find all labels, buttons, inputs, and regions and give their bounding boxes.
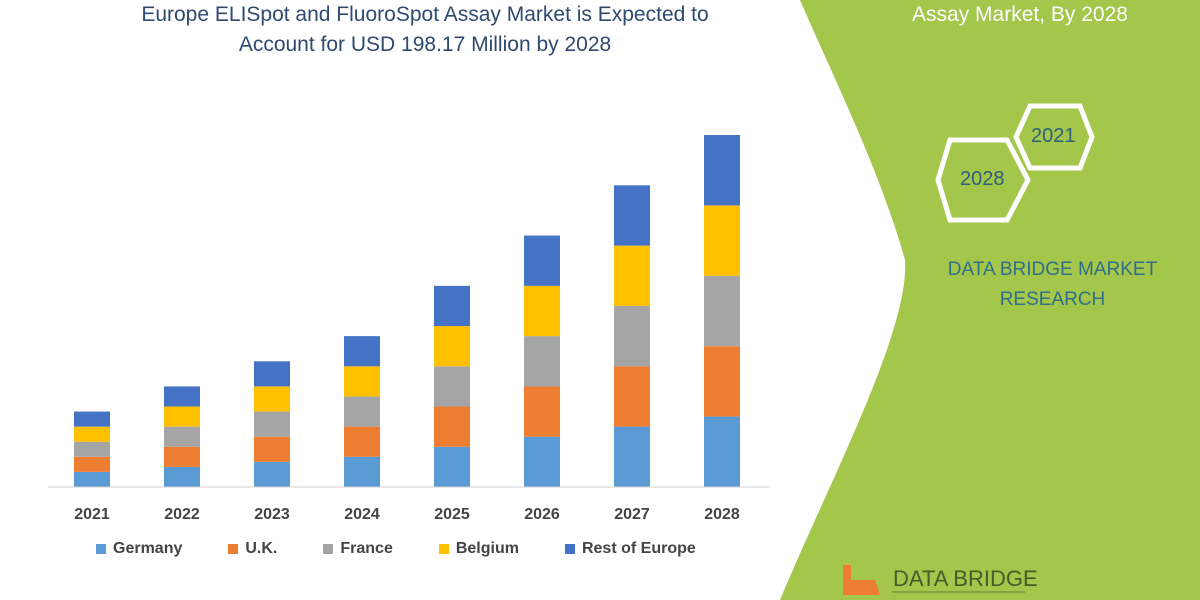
logo-text: DATA BRIDGE <box>893 566 1038 591</box>
legend-item: Germany <box>96 540 182 558</box>
bar-2025-rest-of-europe <box>434 285 470 327</box>
bar-2021-u-k- <box>74 456 110 472</box>
x-tick-label: 2022 <box>164 506 200 523</box>
bar-2021-belgium <box>74 426 110 442</box>
x-tick-label: 2025 <box>434 506 470 523</box>
bar-2026-belgium <box>524 285 560 337</box>
bar-2022-france <box>164 426 200 447</box>
bar-2024-belgium <box>344 366 380 397</box>
bar-2025-france <box>434 366 470 407</box>
bar-2022-u-k- <box>164 446 200 467</box>
bar-2025-u-k- <box>434 406 470 447</box>
brand-line-2: RESEARCH <box>999 289 1106 310</box>
bar-2023-france <box>254 411 290 437</box>
x-tick-label: 2021 <box>74 506 110 523</box>
legend-swatch <box>564 544 575 554</box>
legend-label: Belgium <box>455 540 519 557</box>
legend-swatch <box>438 544 449 554</box>
bar-2021-france <box>74 441 110 457</box>
bar-2026-rest-of-europe <box>524 235 560 286</box>
bar-2028-u-k- <box>704 346 740 417</box>
bar-2022-germany <box>164 466 200 487</box>
legend-swatch <box>323 544 334 554</box>
bar-2022-rest-of-europe <box>164 386 200 407</box>
bar-2028-rest-of-europe <box>704 135 740 206</box>
brand-text: DATA BRIDGE MARKET RESEARCH <box>925 255 1180 315</box>
logo-icon <box>843 565 880 595</box>
bar-2027-belgium <box>614 245 650 306</box>
bar-2022-belgium <box>164 406 200 427</box>
bar-2028-belgium <box>704 205 740 276</box>
brand-line-1: DATA BRIDGE MARKET <box>947 259 1158 280</box>
hex-label-2028: 2028 <box>960 168 1005 190</box>
legend-label: U.K. <box>245 540 278 557</box>
legend-item: Belgium <box>438 540 519 558</box>
hexagon-2028 <box>935 137 1031 223</box>
right-title: Assay Market, By 2028 <box>912 3 1128 26</box>
hexagon-2021 <box>1013 103 1095 171</box>
x-tick-label: 2024 <box>344 506 380 523</box>
title-line-1: Europe ELISpot and FluoroSpot Assay Mark… <box>141 3 709 26</box>
bar-2026-u-k- <box>524 386 560 437</box>
bar-2025-germany <box>434 446 470 487</box>
bar-2026-germany <box>524 436 560 487</box>
legend-label: France <box>340 540 393 557</box>
bar-2027-u-k- <box>614 366 650 427</box>
bar-2027-rest-of-europe <box>614 185 650 246</box>
legend-label: Rest of Europe <box>581 540 696 557</box>
bar-2026-france <box>524 336 560 387</box>
bar-2023-rest-of-europe <box>254 361 290 387</box>
bar-2025-belgium <box>434 326 470 367</box>
legend-item: U.K. <box>228 540 277 558</box>
bar-2023-belgium <box>254 386 290 412</box>
bar-2023-germany <box>254 461 290 487</box>
title-line-2: Account for USD 198.17 Million by 2028 <box>238 33 612 56</box>
x-tick-label: 2028 <box>704 506 740 523</box>
bar-chart: 2021 2022 2023 2024 2025 2026 2027 2028 <box>48 135 770 523</box>
bar-2021-germany <box>74 471 110 487</box>
hex-label-2021: 2021 <box>1031 125 1076 147</box>
bar-2023-u-k- <box>254 436 290 462</box>
bar-2024-france <box>344 396 380 427</box>
legend-swatch <box>96 544 106 554</box>
chart-title: Europe ELISpot and FluoroSpot Assay Mark… <box>60 0 790 60</box>
legend-item: Rest of Europe <box>564 540 696 558</box>
bar-2024-u-k- <box>344 426 380 457</box>
x-tick-label: 2027 <box>614 506 650 523</box>
bar-2028-germany <box>704 416 740 487</box>
x-tick-label: 2026 <box>524 506 560 523</box>
bar-2024-rest-of-europe <box>344 336 380 367</box>
x-tick-label: 2023 <box>254 506 290 523</box>
bar-2028-france <box>704 275 740 347</box>
bar-2027-france <box>614 305 650 367</box>
legend-label: Germany <box>113 540 183 557</box>
legend-item: France <box>323 540 393 558</box>
green-panel <box>780 0 1200 600</box>
bar-2027-germany <box>614 426 650 487</box>
legend-swatch <box>228 544 239 554</box>
bar-2024-germany <box>344 456 380 487</box>
legend: Germany U.K. France Belgium Rest of Europe <box>96 540 742 558</box>
bar-2021-rest-of-europe <box>74 411 110 427</box>
